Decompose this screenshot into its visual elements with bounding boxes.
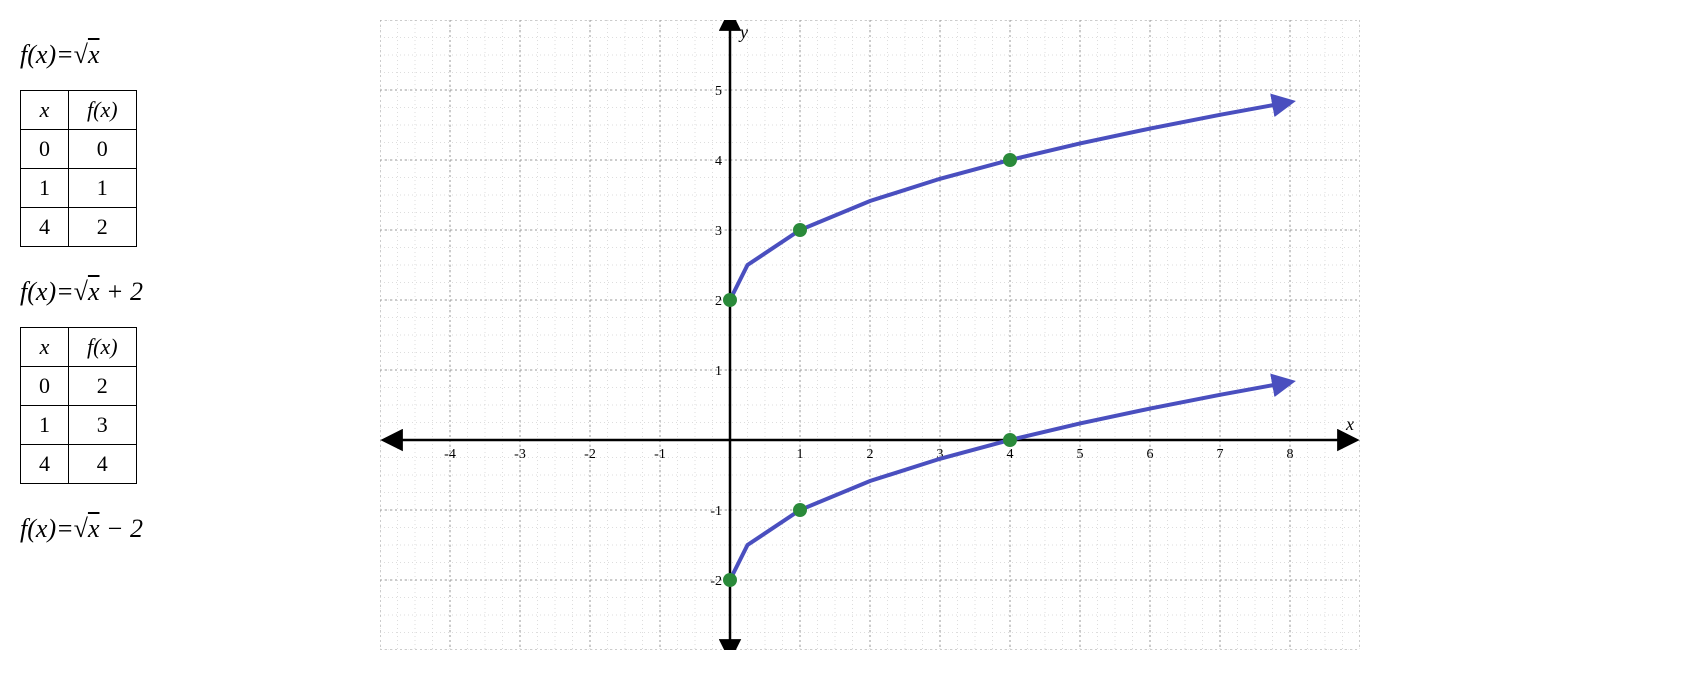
coordinate-chart: -4-3-2-112345678-2-112345xy [380, 20, 1360, 650]
svg-text:2: 2 [867, 447, 874, 462]
svg-text:2: 2 [715, 294, 722, 309]
svg-text:-2: -2 [584, 447, 596, 462]
svg-text:8: 8 [1287, 447, 1294, 462]
svg-text:1: 1 [715, 364, 722, 379]
function-2-label: f(x)=√x − 2 [20, 514, 340, 544]
svg-text:4: 4 [1007, 447, 1014, 462]
svg-text:6: 6 [1147, 447, 1154, 462]
svg-text:-1: -1 [654, 447, 666, 462]
svg-text:7: 7 [1217, 447, 1224, 462]
svg-text:5: 5 [1077, 447, 1084, 462]
function-0-table: x f(x) 00 11 42 [20, 90, 340, 247]
svg-text:1: 1 [797, 447, 804, 462]
function-0-label: f(x)=√x [20, 40, 340, 70]
col-fx: f(x) [69, 328, 137, 367]
svg-text:-1: -1 [710, 504, 722, 519]
svg-text:-4: -4 [444, 447, 456, 462]
svg-text:4: 4 [715, 154, 722, 169]
svg-text:-3: -3 [514, 447, 526, 462]
svg-text:5: 5 [715, 84, 722, 99]
graph-panel: -4-3-2-112345678-2-112345xy [380, 20, 1360, 650]
col-x: x [21, 91, 69, 130]
col-x: x [21, 328, 69, 367]
col-fx: f(x) [69, 91, 137, 130]
svg-text:y: y [738, 22, 748, 42]
function-1-label: f(x)=√x + 2 [20, 277, 340, 307]
svg-text:x: x [1345, 414, 1354, 434]
function-1-table: x f(x) 02 13 44 [20, 327, 340, 484]
left-panel: f(x)=√x x f(x) 00 11 42 f(x)=√x + 2 x f(… [20, 20, 340, 564]
svg-text:-2: -2 [710, 574, 722, 589]
svg-text:3: 3 [715, 224, 722, 239]
